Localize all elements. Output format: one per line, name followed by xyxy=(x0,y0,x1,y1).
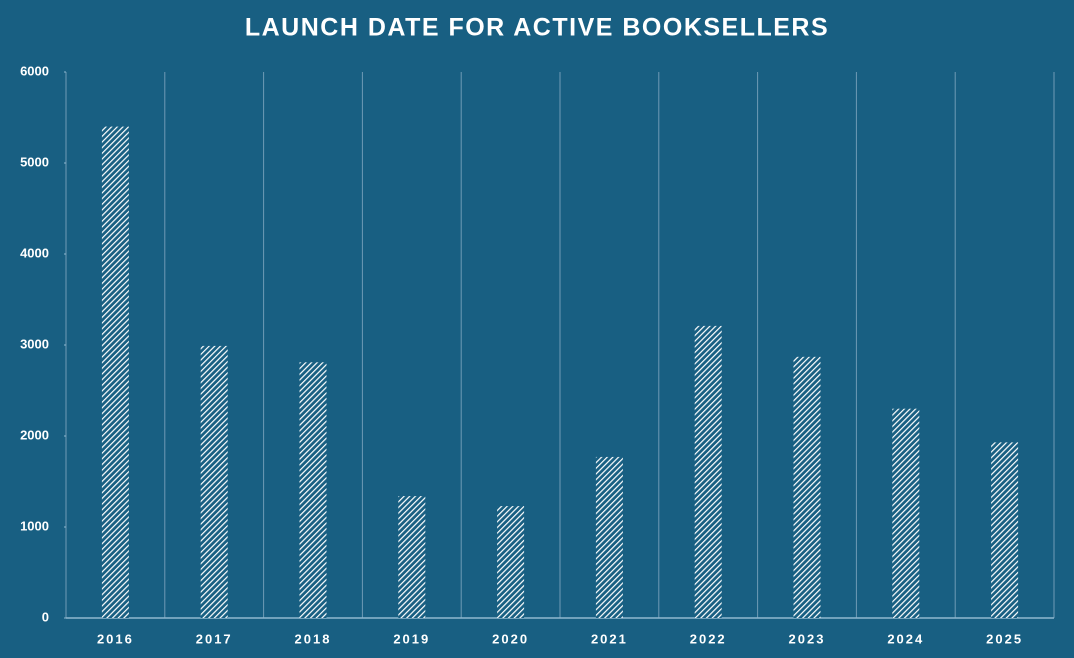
bar xyxy=(595,456,623,618)
chart-title: LAUNCH DATE FOR ACTIVE BOOKSELLERS xyxy=(245,14,829,42)
y-tick-label: 2000 xyxy=(20,427,49,442)
x-tick-label: 2021 xyxy=(591,631,628,646)
bar xyxy=(299,362,327,618)
bar xyxy=(991,442,1019,618)
x-tick-label: 2023 xyxy=(789,631,826,646)
y-tick-label: 5000 xyxy=(20,154,49,169)
bar xyxy=(694,325,722,618)
bar xyxy=(793,356,821,618)
y-tick-label: 1000 xyxy=(20,518,49,533)
x-tick-label: 2019 xyxy=(393,631,430,646)
x-tick-label: 2017 xyxy=(196,631,233,646)
x-tick-label: 2016 xyxy=(97,631,134,646)
y-tick-label: 0 xyxy=(42,609,49,624)
x-tick-label: 2020 xyxy=(492,631,529,646)
x-tick-label: 2025 xyxy=(986,631,1023,646)
x-tick-label: 2018 xyxy=(295,631,332,646)
bar xyxy=(101,126,129,618)
bar xyxy=(892,408,920,618)
bar xyxy=(398,496,426,618)
bar xyxy=(200,345,228,618)
bar xyxy=(497,506,525,618)
y-tick-label: 6000 xyxy=(20,63,49,78)
x-tick-label: 2024 xyxy=(887,631,924,646)
y-tick-label: 4000 xyxy=(20,245,49,260)
x-tick-label: 2022 xyxy=(690,631,727,646)
y-tick-label: 3000 xyxy=(20,336,49,351)
